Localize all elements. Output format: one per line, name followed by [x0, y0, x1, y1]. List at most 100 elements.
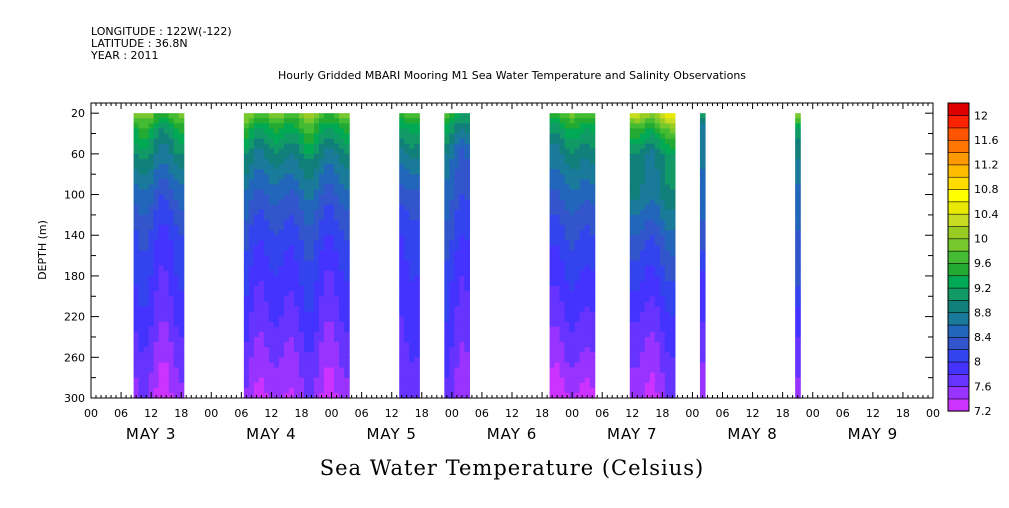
heatmap-cell: [464, 184, 470, 191]
heatmap-cell: [629, 240, 636, 247]
heatmap-cell: [644, 387, 651, 394]
heatmap-cell: [298, 326, 305, 333]
heatmap-cell: [298, 214, 305, 221]
heatmap-cell: [659, 209, 666, 216]
heatmap-cell: [654, 306, 661, 313]
heatmap-cell: [158, 331, 165, 338]
heatmap-cell: [258, 372, 265, 379]
heatmap-cell: [639, 143, 646, 150]
heatmap-cell: [554, 245, 561, 252]
heatmap-cell: [133, 316, 140, 323]
heatmap-cell: [409, 158, 415, 165]
heatmap-cell: [278, 138, 285, 145]
heatmap-cell: [158, 164, 165, 170]
heatmap-cell: [309, 189, 315, 196]
heatmap-cell: [153, 342, 160, 348]
heatmap-cell: [574, 326, 581, 333]
heatmap-cell: [664, 194, 671, 201]
heatmap-cell: [258, 316, 265, 323]
heatmap-cell: [569, 387, 576, 394]
heatmap-cell: [243, 265, 250, 272]
heatmap-cell: [399, 367, 405, 374]
heatmap-cell: [454, 209, 460, 216]
heatmap-cell: [454, 123, 460, 130]
heatmap-cell: [659, 148, 666, 155]
heatmap-cell: [293, 250, 300, 257]
heatmap-cell: [243, 225, 250, 231]
heatmap-cell: [263, 281, 270, 287]
heatmap-cell: [263, 240, 270, 247]
heatmap-cell: [589, 148, 596, 155]
heatmap-cell: [414, 214, 420, 221]
heatmap-cell: [454, 184, 460, 191]
heatmap-cell: [584, 357, 591, 363]
heatmap-cell: [334, 260, 340, 267]
heatmap-cell: [319, 204, 325, 211]
heatmap-cell: [133, 169, 140, 175]
heatmap-cell: [644, 184, 651, 191]
heatmap-cell: [459, 352, 465, 358]
heatmap-cell: [153, 235, 160, 241]
heatmap-cell: [699, 352, 706, 358]
heatmap-cell: [173, 367, 180, 374]
heatmap-cell: [258, 311, 265, 318]
heatmap-cell: [649, 214, 656, 221]
heatmap-cell: [283, 225, 290, 231]
heatmap-cell: [549, 123, 556, 130]
heatmap-cell: [639, 270, 646, 277]
heatmap-cell: [163, 148, 170, 155]
heatmap-cell: [248, 158, 255, 165]
heatmap-cell: [559, 240, 566, 247]
heatmap-cell: [459, 362, 465, 369]
heatmap-cell: [644, 148, 651, 155]
heatmap-cell: [664, 113, 671, 119]
heatmap-cell: [629, 214, 636, 221]
heatmap-cell: [293, 118, 300, 124]
heatmap-cell: [559, 357, 566, 363]
heatmap-cell: [589, 230, 596, 236]
heatmap-cell: [273, 311, 280, 318]
heatmap-cell: [304, 352, 310, 358]
heatmap-cell: [584, 286, 591, 292]
heatmap-cell: [644, 347, 651, 353]
heatmap-cell: [163, 347, 170, 353]
heatmap-cell: [334, 387, 340, 394]
heatmap-cell: [659, 184, 666, 191]
heatmap-cell: [288, 382, 295, 389]
heatmap-cell: [153, 225, 160, 231]
heatmap-cell: [329, 184, 335, 191]
heatmap-cell: [178, 230, 185, 236]
heatmap-cell: [664, 382, 671, 389]
heatmap-cell: [459, 169, 465, 175]
heatmap-cell: [664, 321, 671, 328]
heatmap-cell: [649, 184, 656, 191]
heatmap-cell: [589, 326, 596, 333]
heatmap-cell: [404, 138, 410, 145]
heatmap-cell: [288, 225, 295, 231]
heatmap-cell: [639, 250, 646, 257]
heatmap-cell: [574, 321, 581, 328]
y-tick-label: 180: [64, 270, 85, 283]
heatmap-cell: [454, 118, 460, 124]
heatmap-cell: [454, 296, 460, 302]
heatmap-cell: [158, 204, 165, 211]
heatmap-cell: [268, 321, 275, 328]
heatmap-cell: [569, 113, 576, 119]
heatmap-cell: [339, 301, 345, 308]
colorbar-tick-label: 12: [974, 109, 988, 122]
heatmap-cell: [654, 148, 661, 155]
heatmap-cell: [253, 286, 260, 292]
heatmap-cell: [268, 204, 275, 211]
heatmap-cell: [253, 306, 260, 313]
heatmap-cell: [649, 250, 656, 257]
heatmap-cell: [324, 291, 330, 297]
heatmap-cell: [324, 138, 330, 145]
heatmap-cell: [133, 179, 140, 185]
heatmap-cell: [554, 260, 561, 267]
heatmap-cell: [319, 158, 325, 165]
heatmap-cell: [554, 306, 561, 313]
heatmap-cell: [163, 372, 170, 379]
heatmap-cell: [795, 387, 801, 394]
heatmap-cell: [454, 270, 460, 277]
heatmap-cell: [559, 321, 566, 328]
